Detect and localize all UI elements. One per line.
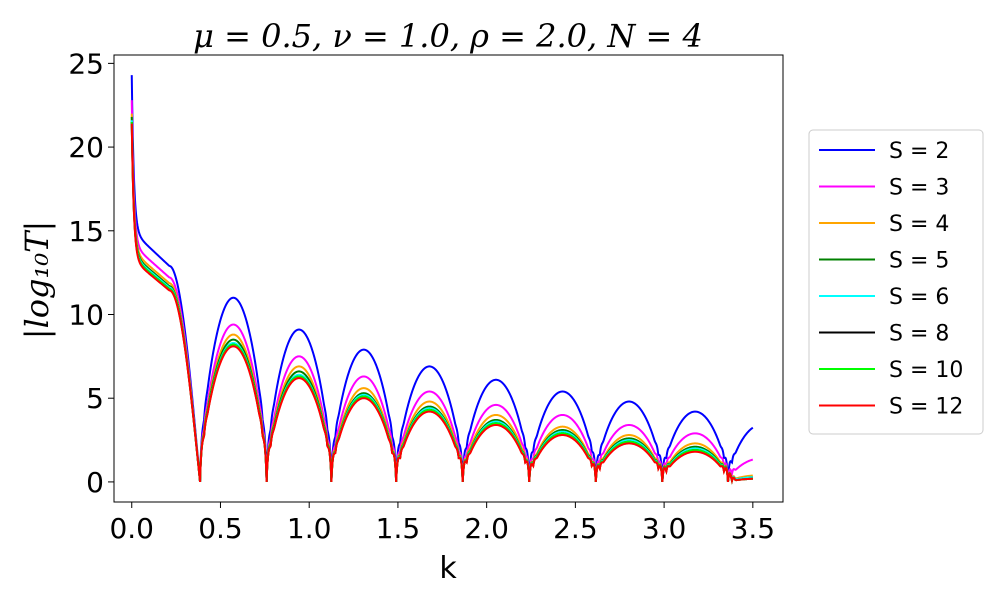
legend-entry: S = 5	[889, 249, 949, 274]
series-group	[130, 75, 754, 485]
y-axis-label: |log₁₀T|	[18, 221, 56, 340]
y-tick-label: 15	[68, 215, 104, 248]
x-tick-label: 1.5	[376, 512, 421, 545]
y-tick-label: 20	[68, 131, 104, 164]
legend: S = 2 S = 3 S = 4 S = 5 S = 6 S = 8 S = 10 S = …	[808, 129, 984, 435]
legend-entry: S = 2	[889, 139, 949, 164]
series-line	[130, 121, 753, 485]
series-line	[130, 120, 753, 485]
y-axis: 0 5 10 15 20 25	[68, 47, 114, 499]
x-tick-label: 0.5	[198, 512, 243, 545]
series-line	[130, 116, 753, 485]
series-line	[130, 123, 753, 485]
legend-entry: S = 8	[889, 322, 949, 347]
x-tick-label: 1.0	[287, 512, 332, 545]
legend-entry: S = 6	[889, 285, 949, 310]
series-line	[130, 113, 753, 484]
y-tick-label: 0	[86, 466, 104, 499]
y-tick-label: 10	[68, 298, 104, 331]
y-tick-label: 25	[68, 47, 104, 80]
plot-area	[113, 54, 784, 503]
x-tick-label: 0.0	[109, 512, 154, 545]
x-axis: 0.0 0.5 1.0 1.5 2.0 2.5 3.0 3.5	[109, 502, 775, 545]
x-tick-label: 3.0	[642, 512, 687, 545]
legend-entry: S = 4	[889, 212, 949, 237]
y-tick-label: 5	[86, 382, 104, 415]
chart-title: μ = 0.5, ν = 1.0, ρ = 2.0, N = 4	[193, 17, 703, 55]
series-line	[130, 100, 754, 483]
series-line	[130, 121, 753, 485]
legend-box	[808, 129, 984, 435]
legend-entry: S = 10	[889, 358, 963, 383]
x-axis-label: k	[439, 551, 457, 586]
series-line	[130, 75, 754, 482]
x-tick-label: 2.0	[464, 512, 509, 545]
x-tick-label: 3.5	[731, 512, 776, 545]
x-tick-label: 2.5	[553, 512, 598, 545]
plot-frame	[113, 54, 784, 503]
legend-entry: S = 12	[889, 395, 963, 420]
legend-entry: S = 3	[889, 176, 949, 201]
